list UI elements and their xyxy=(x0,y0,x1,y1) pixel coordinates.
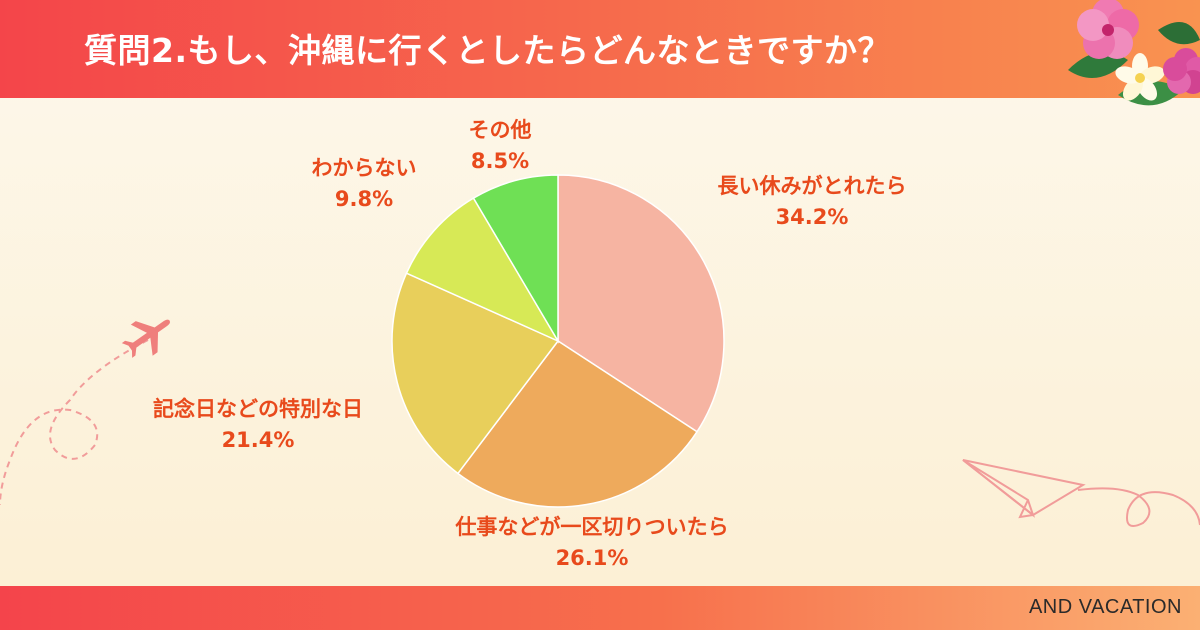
pie-slice-4 xyxy=(405,197,560,343)
slice-percentage: 9.8% xyxy=(334,187,394,211)
pie-slice-2 xyxy=(456,339,699,508)
slice-label-1: 長い休みがとれたら 34.2% xyxy=(718,171,907,233)
hibiscus-flowers xyxy=(1068,0,1200,106)
slice-label-4: わからない 9.8% xyxy=(312,153,417,215)
slice-name: 長い休みがとれたら xyxy=(717,174,907,198)
paper-plane-icon xyxy=(962,459,1200,527)
slice-label-3: 記念日などの特別な日 21.4% xyxy=(153,394,363,456)
plumeria-flower-icon xyxy=(1115,53,1165,101)
header-banner xyxy=(0,0,1200,98)
pie-slice-5 xyxy=(472,174,559,344)
slice-name: 記念日などの特別な日 xyxy=(153,397,363,421)
slice-percentage: 34.2% xyxy=(775,205,849,229)
hibiscus-flower-icon xyxy=(1163,48,1200,94)
slice-label-2: 仕事などが一区切りついたら 26.1% xyxy=(455,512,728,574)
slice-name: 仕事などが一区切りついたら xyxy=(455,515,729,539)
airplane-icon xyxy=(0,319,171,506)
brand-name: AND VACATION xyxy=(1028,596,1182,618)
footer-bar xyxy=(0,586,1200,630)
slice-label-5: その他 8.5% xyxy=(469,115,532,177)
slice-name: その他 xyxy=(468,118,532,142)
slice-percentage: 8.5% xyxy=(470,149,530,173)
page-title: 質問2.もし、沖縄に行くとしたらどんなときですか？ xyxy=(84,31,891,70)
slice-percentage: 26.1% xyxy=(555,546,629,570)
slice-percentage: 21.4% xyxy=(221,428,295,452)
slice-name: わからない xyxy=(311,156,417,180)
hibiscus-flower-icon xyxy=(1077,0,1139,59)
